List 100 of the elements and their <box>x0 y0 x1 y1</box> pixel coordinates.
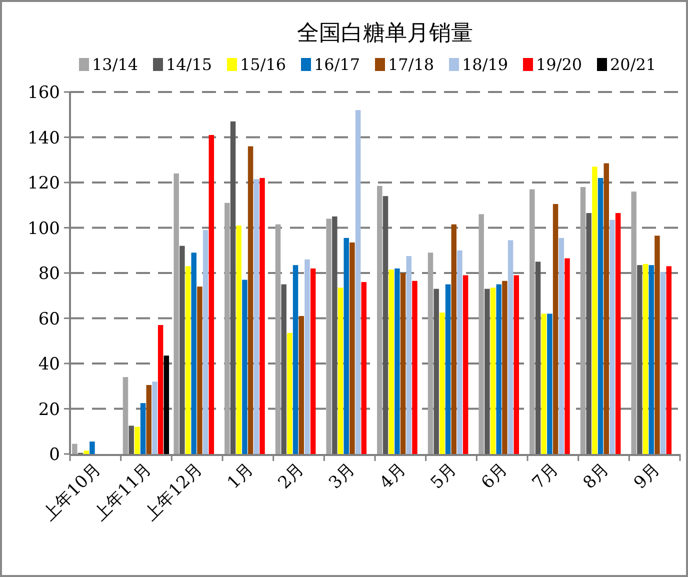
x-tick-label: 9月 <box>630 459 664 494</box>
bar <box>400 273 406 454</box>
bar <box>350 242 355 454</box>
bar <box>355 110 361 454</box>
x-tick-label: 4月 <box>376 459 410 494</box>
bar <box>382 196 388 454</box>
x-tick-label: 2月 <box>274 459 308 494</box>
legend-label: 20/21 <box>610 55 656 74</box>
bar <box>508 240 514 454</box>
bar <box>338 288 344 454</box>
bar <box>580 187 586 454</box>
bar <box>637 265 642 454</box>
y-tick-label: 60 <box>38 309 60 330</box>
bar <box>128 426 134 454</box>
bar <box>361 282 367 454</box>
y-tick-label: 20 <box>38 400 60 420</box>
bar <box>326 218 332 454</box>
bar <box>535 262 541 454</box>
bar <box>660 272 666 454</box>
y-tick-label: 0 <box>49 445 60 465</box>
bar <box>530 189 535 454</box>
bar <box>642 264 648 454</box>
bar <box>462 275 468 454</box>
bar <box>134 426 140 454</box>
bar <box>275 224 281 454</box>
bar <box>304 259 310 454</box>
y-tick-label: 100 <box>28 218 60 239</box>
bar <box>122 377 128 454</box>
bar <box>310 268 316 454</box>
bar <box>610 220 615 454</box>
bar <box>164 356 170 454</box>
bar <box>478 214 484 454</box>
bar <box>191 252 196 454</box>
bar <box>451 224 456 454</box>
bar <box>490 288 496 454</box>
bar <box>541 314 546 454</box>
x-tick-label: 3月 <box>325 459 360 494</box>
x-tick-label: 7月 <box>528 459 562 494</box>
bar <box>615 213 621 454</box>
bar <box>152 382 158 454</box>
bar <box>208 134 214 454</box>
bar <box>72 444 78 454</box>
bar <box>406 256 412 454</box>
bar <box>236 225 242 454</box>
bar <box>648 265 654 454</box>
bar <box>180 246 185 454</box>
bar <box>484 288 490 454</box>
legend-label: 13/14 <box>92 55 138 74</box>
bar <box>377 186 382 454</box>
chart-title: 全国白糖单月销量 <box>297 21 473 46</box>
y-tick-label: 160 <box>28 83 60 103</box>
bar <box>90 442 95 454</box>
bar <box>514 275 520 454</box>
bar <box>564 258 570 454</box>
bar <box>146 384 152 454</box>
bar <box>254 179 260 454</box>
legend-label: 18/19 <box>462 55 508 74</box>
bar <box>552 204 558 454</box>
bar <box>242 280 248 454</box>
bar <box>298 316 304 454</box>
bar <box>434 288 439 454</box>
legend-label: 14/15 <box>166 55 212 74</box>
bar <box>248 146 254 454</box>
bar <box>292 265 298 454</box>
bar <box>604 163 609 454</box>
bar <box>174 173 179 454</box>
bar <box>631 192 636 454</box>
bar <box>440 312 445 454</box>
bar <box>197 286 202 454</box>
y-tick-label: 40 <box>38 354 60 374</box>
bar <box>202 230 208 454</box>
bar <box>412 280 418 454</box>
bar <box>445 284 451 454</box>
bar <box>224 202 230 454</box>
legend-label: 16/17 <box>314 55 360 74</box>
bar <box>598 178 604 454</box>
bar <box>230 121 236 454</box>
bar <box>496 284 502 454</box>
y-tick-label: 120 <box>28 174 60 194</box>
y-tick-label: 140 <box>28 128 60 148</box>
bar <box>185 266 191 454</box>
bar <box>394 268 400 454</box>
x-tick-label: 6月 <box>478 459 512 494</box>
bar <box>654 236 660 454</box>
bar <box>586 213 592 454</box>
x-tick-label: 5月 <box>426 459 461 494</box>
bar <box>158 325 164 454</box>
bar <box>547 314 552 454</box>
bar <box>457 250 462 454</box>
bar <box>502 280 508 454</box>
bar <box>287 332 292 454</box>
bar <box>332 216 338 454</box>
bar <box>281 284 286 454</box>
x-tick-label: 8月 <box>579 459 614 494</box>
bar <box>558 238 564 454</box>
legend-label: 15/16 <box>240 55 286 74</box>
legend-label: 19/20 <box>536 55 582 74</box>
x-tick-label: 1月 <box>224 459 258 494</box>
bar <box>388 270 394 454</box>
bar <box>666 266 672 454</box>
